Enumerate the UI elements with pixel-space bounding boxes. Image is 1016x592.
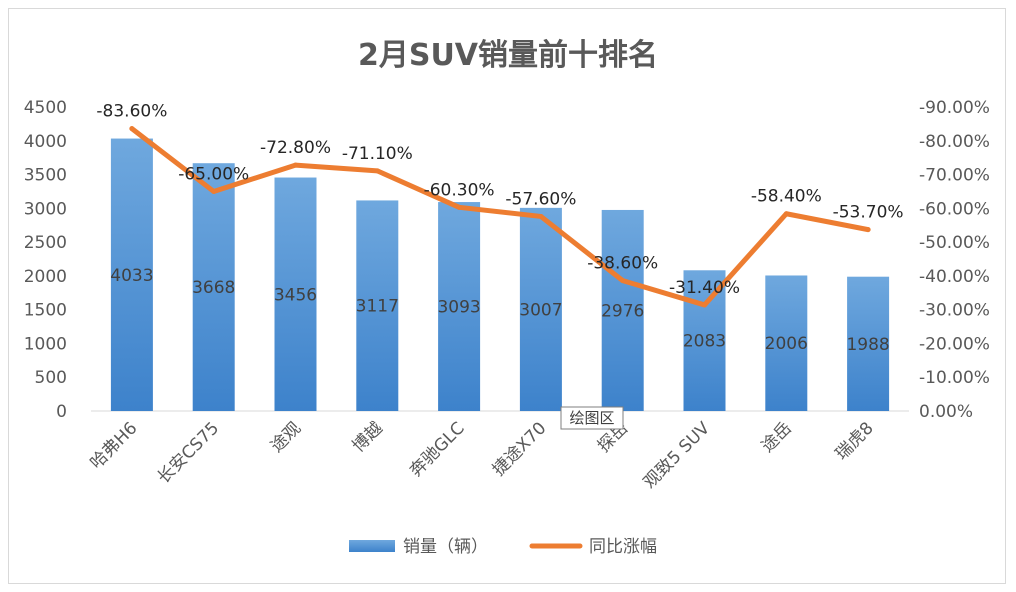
plot-area-tag: 绘图区 <box>560 406 624 430</box>
legend-bar-swatch <box>349 540 395 552</box>
category-label: 瑞虎8 <box>832 418 878 464</box>
left-axis-tick: 2000 <box>24 267 67 287</box>
category-label: 捷途X70 <box>489 418 551 480</box>
right-axis-tick: -10.00% <box>919 368 990 388</box>
line-data-label: -53.70% <box>833 203 904 223</box>
plot-area-tag-text: 绘图区 <box>569 409 614 427</box>
line-data-label: -72.80% <box>260 138 331 158</box>
left-axis-tick: 1500 <box>24 301 67 321</box>
right-axis-tick: -20.00% <box>919 334 990 354</box>
line-data-label: -57.60% <box>505 189 576 209</box>
right-axis-tick: -90.00% <box>919 98 990 118</box>
bar-data-label: 1988 <box>846 335 889 355</box>
line-point <box>456 204 462 210</box>
left-axis-tick: 3000 <box>24 199 67 219</box>
line-data-label: -31.40% <box>669 278 740 298</box>
line-data-label: -83.60% <box>96 102 167 122</box>
category-axis: 哈弗H6 长安CS75 途观 博越 奔驰GLC 捷途X70 探岳 观致5 SUV 途岳 瑞虎8 <box>87 418 878 493</box>
right-axis: 0.00% -10.00% -20.00% -30.00% -40.00% -50.00%… <box>919 98 990 422</box>
right-axis-tick: 0.00% <box>919 402 973 422</box>
bar <box>274 177 317 411</box>
line-point <box>129 126 135 132</box>
line-data-label: -71.10% <box>342 144 413 164</box>
left-axis-tick: 0 <box>56 402 67 422</box>
right-axis-tick: -80.00% <box>919 132 990 152</box>
bar-data-label: 2976 <box>601 301 644 321</box>
line-point <box>865 227 871 233</box>
right-axis-tick: -70.00% <box>919 166 990 186</box>
bar-data-label: 3007 <box>519 300 562 320</box>
line-path <box>129 126 871 308</box>
bar-data-label: 3093 <box>437 298 480 318</box>
bar-series: 4033 3668 3456 3117 3093 3007 2976 2083 2006 1988 <box>110 138 890 411</box>
bar-data-label: 3668 <box>192 278 235 298</box>
bar <box>192 163 235 411</box>
line-data-label: -65.00% <box>178 164 249 184</box>
right-axis-tick: -40.00% <box>919 267 990 287</box>
line-point <box>374 168 380 174</box>
line-data-label: -38.60% <box>587 254 658 274</box>
bar <box>683 270 726 411</box>
category-label: 长安CS75 <box>154 418 224 488</box>
line-point <box>538 213 544 219</box>
bar <box>847 276 890 411</box>
right-axis-tick: -50.00% <box>919 233 990 253</box>
left-axis-tick: 500 <box>35 368 67 388</box>
line-point <box>783 211 789 217</box>
bar <box>519 207 562 411</box>
bar <box>110 138 153 411</box>
bar <box>356 200 399 411</box>
line-point <box>620 278 626 284</box>
bar-data-label: 3456 <box>274 285 317 305</box>
legend-bar-label: 销量（辆） <box>403 537 488 557</box>
bar <box>601 209 644 411</box>
chart-svg: 2月SUV销量前十排名 0 500 1000 1500 2000 2500 3000 3500… <box>24 38 990 557</box>
left-axis-tick: 4500 <box>24 98 67 118</box>
line-point <box>702 302 707 308</box>
category-label: 博越 <box>349 418 387 456</box>
plot-area-tag-box <box>560 406 624 430</box>
bar-data-label: 2006 <box>765 334 808 354</box>
left-axis-tick: 1000 <box>24 334 67 354</box>
line-series: -83.60% -65.00% -72.80% -71.10% -60.30% -57.6… <box>96 102 904 308</box>
bar <box>765 275 808 411</box>
left-axis-tick: 3500 <box>24 166 67 186</box>
chart-title: 2月SUV销量前十排名 <box>358 38 658 73</box>
left-axis: 0 500 1000 1500 2000 2500 3000 3500 4000 4500 <box>24 98 909 422</box>
category-label: 途观 <box>267 418 305 456</box>
line-data-label: -58.40% <box>751 187 822 207</box>
right-axis-tick: -30.00% <box>919 301 990 321</box>
line-point <box>211 188 217 194</box>
chart-frame: 2月SUV销量前十排名 0 500 1000 1500 2000 2500 3000 3500… <box>8 8 1006 584</box>
right-axis-tick: -60.00% <box>919 199 990 219</box>
left-axis-tick: 2500 <box>24 233 67 253</box>
line-point <box>293 162 298 168</box>
bar-data-label: 4033 <box>110 266 153 286</box>
legend-line-label: 同比涨幅 <box>589 537 657 557</box>
bar-data-label: 2083 <box>683 332 726 352</box>
category-label: 观致5 SUV <box>640 418 715 493</box>
category-label: 哈弗H6 <box>87 418 142 473</box>
bar <box>438 202 481 411</box>
bar-data-label: 3117 <box>356 297 399 317</box>
category-label: 奔驰GLC <box>406 418 469 481</box>
line-data-label: -60.30% <box>424 180 495 200</box>
left-axis-tick: 4000 <box>24 132 67 152</box>
category-label: 途岳 <box>758 418 796 456</box>
legend: 销量（辆） 同比涨幅 <box>349 537 657 557</box>
